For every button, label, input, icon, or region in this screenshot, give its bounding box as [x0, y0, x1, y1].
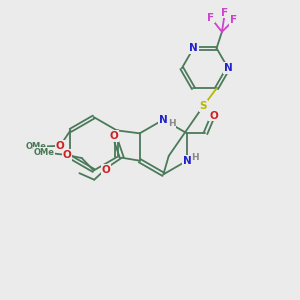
Text: N: N [224, 63, 233, 73]
Text: O: O [209, 110, 218, 121]
Text: F: F [230, 15, 237, 25]
Text: F: F [221, 8, 229, 17]
Text: N: N [159, 115, 168, 125]
Text: O: O [62, 150, 71, 160]
Text: O: O [102, 165, 110, 175]
Text: O: O [109, 131, 118, 141]
Text: S: S [200, 101, 207, 111]
Text: OMe: OMe [26, 142, 47, 151]
Text: H: H [168, 119, 176, 128]
Text: N: N [189, 43, 198, 53]
Text: F: F [207, 13, 214, 22]
Text: O: O [56, 141, 64, 151]
Text: H: H [192, 153, 199, 162]
Text: N: N [183, 156, 191, 166]
Text: OMe: OMe [33, 148, 54, 157]
